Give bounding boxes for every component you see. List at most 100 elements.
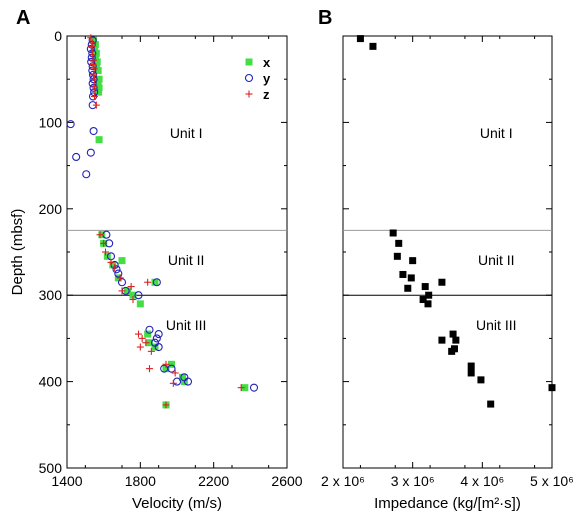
impedance-data-point	[467, 369, 475, 377]
impedance-x-tick-label: 5 x 10⁶	[530, 473, 574, 489]
velocity-data-point	[111, 264, 119, 272]
velocity-data-point	[90, 36, 98, 44]
velocity-data-point	[162, 401, 170, 409]
velocity-data-point	[179, 373, 186, 381]
velocity-data-point	[151, 278, 159, 286]
velocity-data-point	[87, 34, 95, 42]
velocity-data-point	[136, 300, 144, 308]
velocity-data-point	[129, 296, 137, 304]
velocity-data-point	[146, 339, 153, 347]
velocity-data-point	[109, 261, 117, 269]
velocity-data-point	[95, 75, 103, 83]
impedance-data-point	[369, 42, 377, 50]
velocity-data-point	[89, 51, 97, 59]
velocity-data-point	[90, 56, 98, 64]
impedance-data-point	[425, 291, 433, 299]
impedance-data-point	[438, 336, 446, 344]
velocity-data-point	[144, 330, 152, 338]
impedance-data-point	[356, 35, 364, 43]
velocity-x-tick-label: 1800	[125, 473, 156, 489]
impedance-data-point	[548, 384, 556, 392]
velocity-x-tick-label: 1400	[51, 473, 82, 489]
velocity-data-point	[180, 373, 189, 382]
impedance-unit-label-1: Unit I	[480, 125, 513, 141]
velocity-data-point	[241, 384, 249, 392]
velocity-data-point	[154, 330, 163, 339]
velocity-data-point	[86, 44, 95, 54]
velocity-data-point	[82, 170, 91, 179]
velocity-data-point	[94, 80, 102, 88]
velocity-data-point	[72, 152, 81, 162]
impedance-unit-label-2: Unit II	[478, 252, 515, 268]
impedance-data-point	[448, 347, 456, 355]
velocity-y-tick-label: 500	[39, 460, 63, 476]
velocity-data-point	[168, 360, 175, 368]
velocity-data-point	[107, 258, 115, 266]
velocity-data-point	[172, 377, 182, 386]
velocity-data-point	[116, 274, 124, 282]
velocity-data-point	[95, 84, 103, 92]
velocity-data-point	[142, 339, 150, 347]
velocity-data-point	[88, 79, 97, 88]
velocity-data-point	[147, 347, 155, 355]
velocity-data-point	[124, 287, 131, 295]
velocity-data-point	[167, 364, 176, 373]
velocity-data-point	[145, 325, 154, 334]
impedance-data-point	[424, 300, 432, 308]
velocity-series-y	[66, 36, 259, 392]
panel-a-velocity: 1400 1800 2200 2600 0 100 200 300 400 500 Velocity…	[9, 28, 303, 512]
velocity-y-axis-title: Depth (mbsf)	[9, 209, 26, 296]
velocity-data-point	[169, 379, 177, 387]
velocity-data-point	[90, 65, 98, 73]
impedance-data-point	[487, 400, 495, 408]
velocity-data-point	[144, 278, 152, 286]
impedance-data-point	[389, 229, 397, 237]
impedance-data-point	[395, 239, 403, 247]
velocity-data-point	[88, 66, 97, 75]
impedance-data-point	[393, 252, 401, 260]
velocity-series-z	[87, 34, 245, 409]
velocity-data-point	[127, 283, 135, 291]
panel-b-impedance: 2 x 10⁶ 3 x 10⁶ 4 x 10⁶ 5 x 10⁶ Impedance (k…	[321, 35, 574, 512]
velocity-x-tick-label: 2600	[271, 473, 302, 489]
velocity-data-point	[118, 287, 126, 295]
legend: xyz	[244, 55, 271, 102]
impedance-data-point	[407, 274, 415, 282]
velocity-data-point	[100, 239, 108, 247]
velocity-data-point	[91, 86, 99, 94]
impedance-data-point	[404, 284, 412, 292]
velocity-y-tick-label: 200	[39, 201, 63, 217]
velocity-y-tick-label: 300	[39, 287, 63, 303]
velocity-data-point	[87, 57, 96, 66]
velocity-data-point	[154, 342, 163, 352]
panel-letter-b: B	[318, 7, 332, 29]
legend-label-x: x	[263, 55, 271, 70]
velocity-data-point	[112, 265, 121, 274]
impedance-data-point	[419, 296, 427, 304]
impedance-data-point	[409, 257, 417, 265]
legend-marker-z	[245, 90, 253, 98]
velocity-data-point	[171, 369, 179, 377]
panel-letter-a: A	[16, 7, 30, 29]
legend-marker-y	[244, 73, 254, 83]
velocity-data-point	[237, 384, 245, 392]
velocity-data-point	[114, 269, 123, 278]
velocity-data-point	[94, 67, 102, 75]
velocity-x-axis-title: Velocity (m/s)	[132, 495, 222, 512]
velocity-x-tick-label: 2200	[198, 473, 229, 489]
impedance-series-0	[356, 35, 556, 408]
velocity-data-point	[89, 126, 98, 136]
velocity-data-point	[249, 383, 259, 392]
velocity-data-point	[89, 61, 97, 69]
impedance-data-point	[477, 376, 485, 384]
velocity-data-point	[92, 101, 100, 109]
velocity-data-point	[117, 278, 127, 287]
velocity-unit-label-3: Unit III	[166, 317, 206, 333]
impedance-x-tick-label: 4 x 10⁶	[460, 473, 504, 489]
impedance-unit-label-3: Unit III	[476, 317, 516, 333]
velocity-data-point	[96, 231, 104, 239]
impedance-data-point	[421, 283, 429, 291]
velocity-data-point	[135, 330, 142, 338]
impedance-data-point	[467, 362, 475, 370]
